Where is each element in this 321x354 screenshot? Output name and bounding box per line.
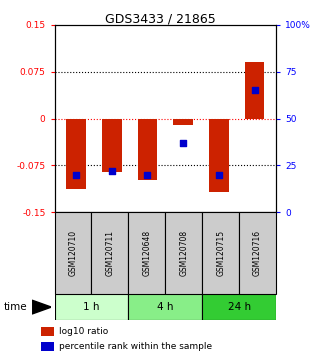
Text: log10 ratio: log10 ratio xyxy=(59,327,108,336)
Text: 4 h: 4 h xyxy=(157,302,174,312)
Text: GSM120708: GSM120708 xyxy=(179,230,188,276)
Bar xyxy=(55,212,91,294)
Text: GDS3433 / 21865: GDS3433 / 21865 xyxy=(105,12,216,25)
Bar xyxy=(41,327,54,336)
Point xyxy=(252,87,257,93)
Bar xyxy=(209,119,229,192)
Point xyxy=(74,172,79,178)
Bar xyxy=(128,294,202,320)
Bar xyxy=(128,212,165,294)
Text: GSM120648: GSM120648 xyxy=(142,230,152,276)
Point xyxy=(145,172,150,178)
Bar xyxy=(55,294,128,320)
Bar xyxy=(239,212,276,294)
Polygon shape xyxy=(32,300,51,314)
Bar xyxy=(202,294,276,320)
Text: GSM120716: GSM120716 xyxy=(253,230,262,276)
Bar xyxy=(102,119,122,172)
Text: GSM120710: GSM120710 xyxy=(68,230,78,276)
Text: GSM120715: GSM120715 xyxy=(216,230,225,276)
Bar xyxy=(66,119,86,189)
Bar xyxy=(173,119,193,125)
Text: percentile rank within the sample: percentile rank within the sample xyxy=(59,342,212,351)
Bar xyxy=(91,212,128,294)
Point xyxy=(181,140,186,146)
Text: 1 h: 1 h xyxy=(83,302,100,312)
Bar xyxy=(245,62,265,119)
Text: 24 h: 24 h xyxy=(228,302,251,312)
Bar xyxy=(202,212,239,294)
Point xyxy=(109,168,114,174)
Text: time: time xyxy=(3,302,27,312)
Bar xyxy=(41,342,54,351)
Bar xyxy=(138,119,157,180)
Point xyxy=(216,172,221,178)
Bar xyxy=(165,212,202,294)
Text: GSM120711: GSM120711 xyxy=(105,230,115,276)
